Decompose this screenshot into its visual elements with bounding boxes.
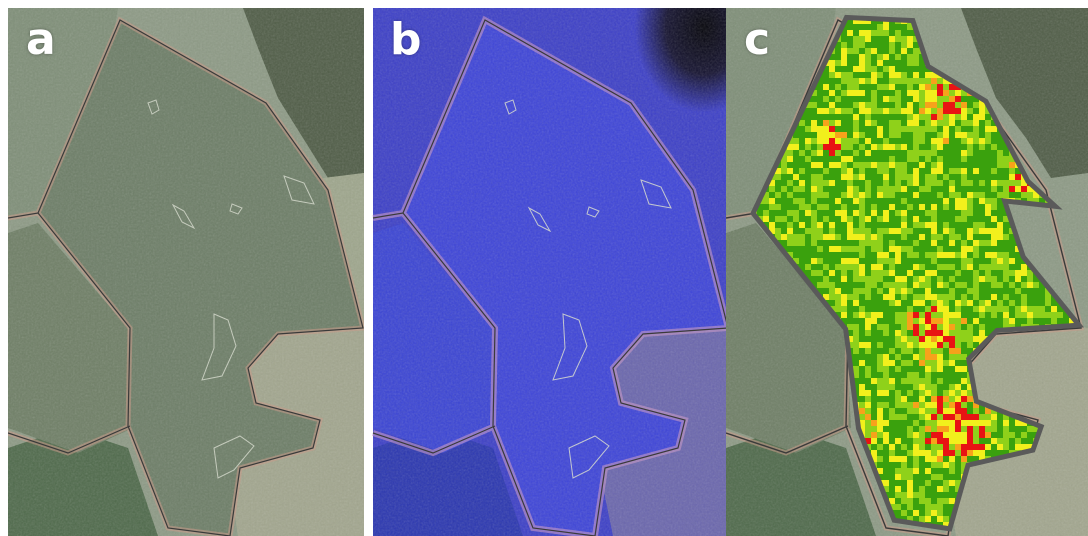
sample-plot-outlines [147,99,315,479]
false-color-satellite-image [372,8,728,536]
panel-a-true-color-image: a [8,8,364,536]
panel-label-a: a [26,14,56,65]
sample-plot-outlines [504,99,672,479]
panel-label-b: b [390,14,422,65]
classified-health-map [726,8,1088,536]
panel-label-c: c [744,14,771,65]
panel-b-false-color-image: b [372,8,728,536]
field-boundary-line [372,19,728,536]
panel-c-classified-map: c [726,8,1088,536]
field-boundary-line [8,19,364,536]
true-color-satellite-image [8,8,364,536]
